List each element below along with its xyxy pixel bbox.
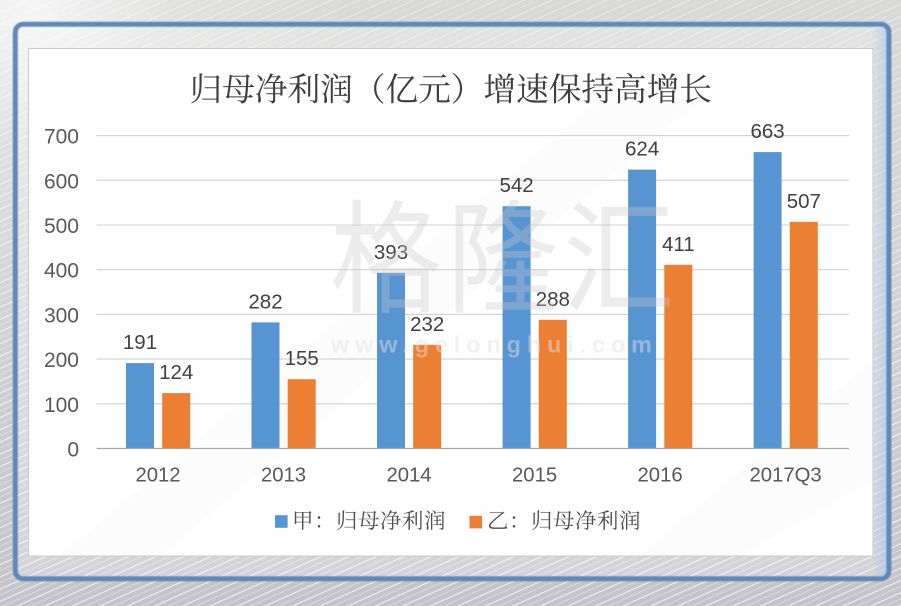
svg-text:500: 500 — [44, 215, 79, 238]
svg-text:2013: 2013 — [261, 465, 306, 487]
svg-text:288: 288 — [536, 288, 570, 311]
svg-text:2016: 2016 — [638, 465, 683, 487]
svg-text:300: 300 — [44, 304, 79, 327]
svg-text:600: 600 — [44, 170, 79, 193]
svg-text:200: 200 — [44, 349, 79, 372]
svg-text:700: 700 — [44, 126, 79, 149]
svg-text:282: 282 — [248, 290, 282, 313]
svg-text:2012: 2012 — [135, 465, 180, 487]
svg-text:2017Q3: 2017Q3 — [750, 465, 822, 487]
svg-text:411: 411 — [662, 233, 695, 256]
svg-text:393: 393 — [374, 241, 408, 264]
svg-text:663: 663 — [750, 120, 784, 143]
svg-text:100: 100 — [44, 394, 79, 417]
svg-text:542: 542 — [499, 174, 533, 197]
svg-text:2014: 2014 — [386, 465, 431, 487]
svg-text:155: 155 — [285, 347, 319, 370]
svg-text:232: 232 — [410, 313, 444, 336]
svg-text:124: 124 — [159, 361, 193, 384]
svg-text:191: 191 — [123, 331, 157, 354]
svg-text:www.gelonghui.com: www.gelonghui.com — [330, 332, 658, 358]
svg-text:0: 0 — [67, 439, 79, 462]
svg-text:624: 624 — [625, 138, 659, 161]
svg-text:507: 507 — [787, 190, 821, 213]
svg-text:400: 400 — [44, 260, 79, 283]
svg-text:2015: 2015 — [512, 465, 557, 487]
